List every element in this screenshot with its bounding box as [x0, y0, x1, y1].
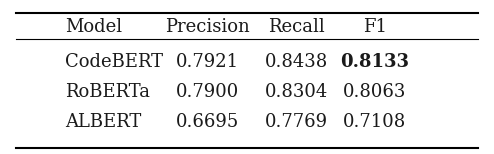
Text: CodeBERT: CodeBERT [65, 53, 163, 71]
Text: 0.8063: 0.8063 [343, 83, 407, 101]
Text: 0.7769: 0.7769 [265, 113, 328, 131]
Text: F1: F1 [363, 18, 387, 36]
Text: 0.7900: 0.7900 [176, 83, 239, 101]
Text: 0.8133: 0.8133 [340, 53, 409, 71]
Text: 0.8438: 0.8438 [264, 53, 328, 71]
Text: 0.7108: 0.7108 [343, 113, 407, 131]
Text: ALBERT: ALBERT [65, 113, 141, 131]
Text: Model: Model [65, 18, 123, 36]
Text: Recall: Recall [268, 18, 325, 36]
Text: 0.8304: 0.8304 [264, 83, 328, 101]
Text: Precision: Precision [165, 18, 250, 36]
Text: RoBERTa: RoBERTa [65, 83, 150, 101]
Text: 0.7921: 0.7921 [176, 53, 239, 71]
Text: 0.6695: 0.6695 [176, 113, 239, 131]
